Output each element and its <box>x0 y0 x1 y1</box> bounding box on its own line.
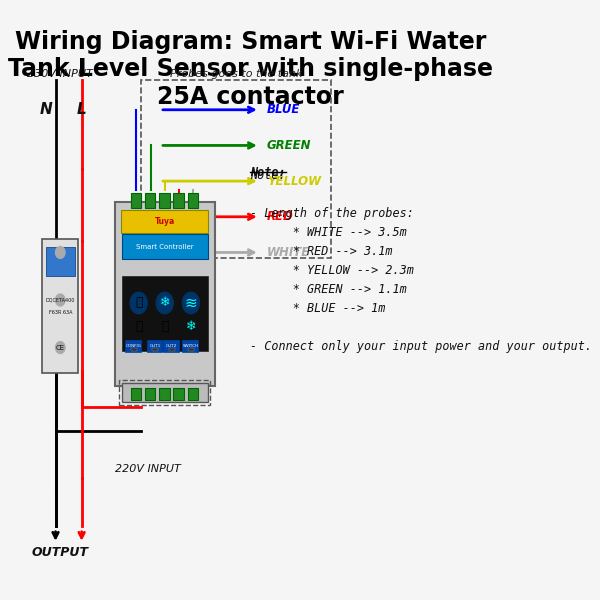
Text: 📶: 📶 <box>135 296 142 310</box>
Bar <box>131 347 137 350</box>
Text: DQCETA400: DQCETA400 <box>46 297 75 302</box>
FancyBboxPatch shape <box>121 209 208 233</box>
Bar <box>152 347 158 350</box>
Bar <box>173 388 184 400</box>
FancyBboxPatch shape <box>182 340 197 352</box>
Text: Note:

- Length of the probes:
      * WHITE --> 3.5m
      * RED --> 3.1m
     : Note: - Length of the probes: * WHITE --… <box>250 169 592 353</box>
Text: N: N <box>40 102 52 117</box>
FancyBboxPatch shape <box>42 239 79 373</box>
Bar <box>173 193 184 208</box>
FancyBboxPatch shape <box>147 340 162 352</box>
FancyBboxPatch shape <box>163 340 179 352</box>
Bar <box>131 388 141 400</box>
Text: Note:: Note: <box>250 166 286 179</box>
Text: F63R 63A: F63R 63A <box>49 310 72 315</box>
Text: ≋: ≋ <box>185 295 197 310</box>
Text: CONFIG: CONFIG <box>126 344 142 348</box>
Circle shape <box>56 294 65 306</box>
Text: OUTPUT: OUTPUT <box>32 546 89 559</box>
FancyBboxPatch shape <box>122 234 208 259</box>
Bar <box>188 388 198 400</box>
Bar <box>159 388 170 400</box>
Circle shape <box>130 292 147 314</box>
Text: ❄: ❄ <box>185 320 196 333</box>
Text: CE: CE <box>56 344 65 350</box>
Text: GREEN: GREEN <box>267 139 311 152</box>
FancyBboxPatch shape <box>125 340 140 352</box>
Text: Wiring Diagram: Smart Wi-Fi Water
Tank Level Sensor with single-phase
25A contac: Wiring Diagram: Smart Wi-Fi Water Tank L… <box>8 29 493 109</box>
Text: 🔥: 🔥 <box>161 320 169 333</box>
FancyBboxPatch shape <box>115 202 215 386</box>
Text: SWITCH: SWITCH <box>183 344 199 348</box>
Text: 230V INPUT: 230V INPUT <box>27 69 93 79</box>
Text: Smart Controller: Smart Controller <box>136 244 194 250</box>
Text: BLUE: BLUE <box>267 103 300 116</box>
Text: Tuya: Tuya <box>155 217 175 226</box>
Text: Probes goes to the tank: Probes goes to the tank <box>170 69 302 79</box>
FancyBboxPatch shape <box>122 383 208 401</box>
Text: 💧: 💧 <box>135 320 142 333</box>
Text: ❄: ❄ <box>160 296 170 310</box>
Bar <box>145 193 155 208</box>
Bar <box>131 193 141 208</box>
Circle shape <box>56 247 65 259</box>
Text: YELLOW: YELLOW <box>267 175 321 188</box>
Text: OUT1: OUT1 <box>149 344 161 348</box>
Bar <box>145 388 155 400</box>
Circle shape <box>156 292 173 314</box>
FancyBboxPatch shape <box>122 275 208 351</box>
Circle shape <box>182 292 199 314</box>
Circle shape <box>56 341 65 353</box>
Bar <box>159 193 170 208</box>
Text: OUT2: OUT2 <box>166 344 178 348</box>
Bar <box>169 347 175 350</box>
Text: 220V INPUT: 220V INPUT <box>115 464 181 475</box>
Bar <box>188 193 198 208</box>
Text: RED: RED <box>267 210 293 223</box>
Text: L: L <box>77 102 86 117</box>
Text: WHITE: WHITE <box>267 246 310 259</box>
Bar <box>46 247 74 276</box>
Bar <box>188 347 194 350</box>
